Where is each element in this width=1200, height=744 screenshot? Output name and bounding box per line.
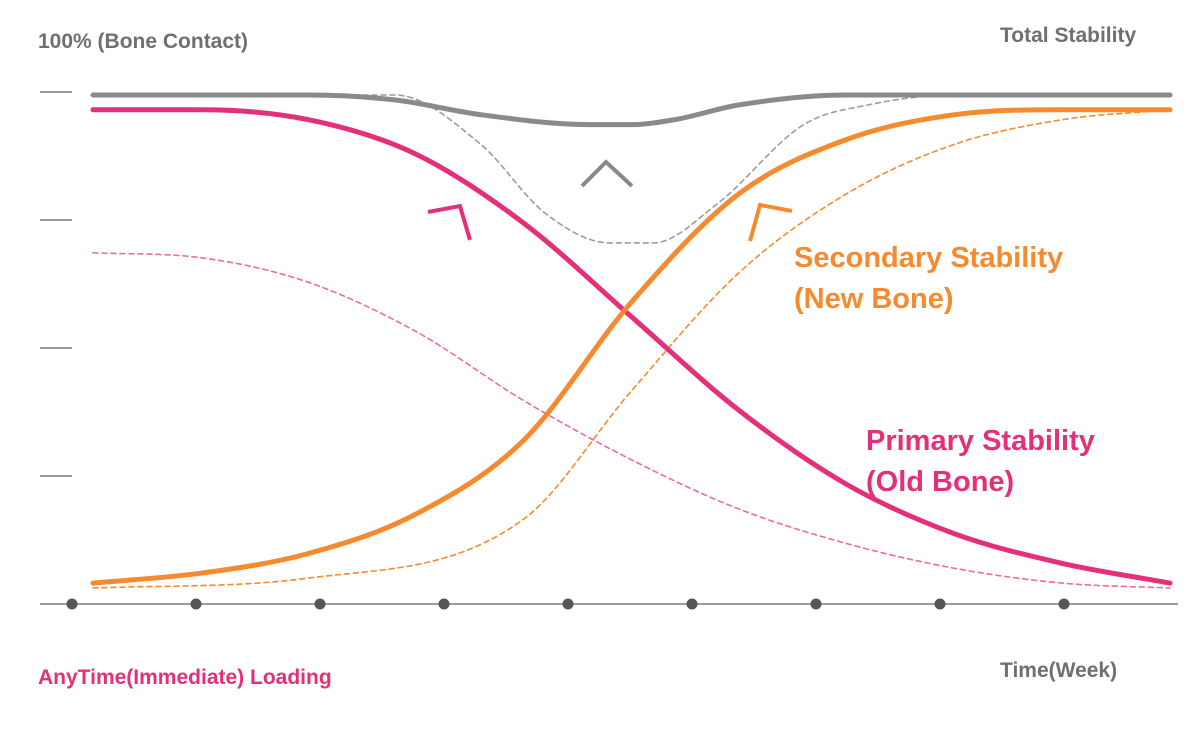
y-axis-title: 100% (Bone Contact)	[38, 30, 249, 53]
x-axis-title: Time(Week)	[1000, 659, 1118, 682]
x-tick-dot	[934, 598, 946, 610]
x-tick-dot	[810, 598, 822, 610]
x-axis-tick-dots	[66, 598, 1070, 610]
primary-corner-mark	[427, 203, 472, 241]
primary-stability-label: Primary Stability (Old Bone)	[866, 421, 1095, 503]
x-tick-dot	[190, 598, 202, 610]
solid-series-group	[90, 92, 1173, 586]
total-stability-label: Total Stability	[1000, 24, 1137, 47]
dashed-curve-4	[92, 109, 1171, 589]
x-tick-dot	[438, 598, 450, 610]
total-stability-line	[90, 92, 1173, 128]
secondary-stability-label-line2: (New Bone)	[794, 283, 954, 315]
dashed-curve-3	[92, 94, 1171, 244]
primary-stability-label-line2: (Old Bone)	[866, 466, 1015, 498]
y-axis-ticks	[40, 91, 72, 605]
loading-label: AnyTime(Immediate) Loading	[38, 666, 332, 689]
dashed-curve-5	[92, 252, 1171, 589]
secondary-corner-mark	[748, 202, 793, 242]
secondary-stability-label: Secondary Stability (New Bone)	[794, 238, 1063, 320]
primary-stability-label-line1: Primary Stability	[866, 425, 1095, 457]
x-tick-dot	[66, 598, 78, 610]
secondary-stability-label-line1: Secondary Stability	[794, 242, 1064, 274]
total-chevron-mark	[580, 159, 634, 188]
primary-stability-old-bone-line	[90, 107, 1173, 586]
x-tick-dot	[562, 598, 574, 610]
dashed-series-group	[92, 94, 1171, 589]
x-tick-dot	[1058, 598, 1070, 610]
annotation-marks	[427, 159, 793, 242]
x-tick-dot	[314, 598, 326, 610]
secondary-stability-new-bone-line	[90, 107, 1173, 586]
x-tick-dot	[686, 598, 698, 610]
